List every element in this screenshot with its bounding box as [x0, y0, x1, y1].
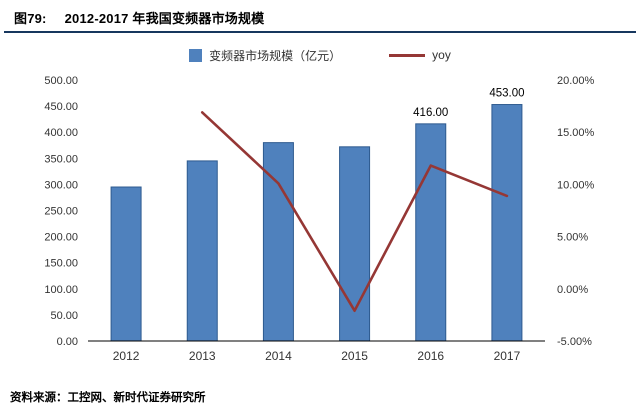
bar-value-label-2016: 416.00: [413, 107, 448, 119]
left-axis-tick-label: 300.00: [44, 179, 78, 191]
legend-line-label: yoy: [432, 48, 451, 62]
left-axis-tick-label: 350.00: [44, 153, 78, 165]
x-axis-tick-label-2015: 2015: [341, 349, 368, 363]
chart-legend: 变频器市场规模（亿元） yoy: [0, 47, 640, 63]
figure-number: 图79:: [14, 11, 47, 26]
source-note: 资料来源：工控网、新时代证券研究所: [10, 392, 206, 404]
legend-item-bars: 变频器市场规模（亿元）: [189, 47, 341, 64]
x-axis-tick-label-2012: 2012: [113, 349, 140, 363]
left-axis-tick-label: 150.00: [44, 258, 78, 270]
x-axis-tick-label-2016: 2016: [417, 349, 444, 363]
bar-2016: [415, 123, 447, 342]
left-axis-tick-label: 200.00: [44, 232, 78, 244]
left-axis-tick-label: 400.00: [44, 127, 78, 139]
right-axis-tick-label: 10.00%: [557, 179, 595, 191]
x-axis-tick-label-2014: 2014: [265, 349, 292, 363]
bar-2017: [491, 104, 523, 342]
bar-2012: [110, 186, 142, 342]
left-axis-tick-label: 450.00: [44, 101, 78, 113]
x-axis-tick-label-2013: 2013: [189, 349, 216, 363]
line-swatch-icon: [389, 53, 426, 57]
bar-swatch-icon: [189, 48, 203, 62]
left-axis-tick-label: 500.00: [44, 75, 78, 87]
bar-2013: [186, 160, 218, 342]
figure-title-row: 图79: 2012-2017 年我国变频器市场规模: [4, 0, 636, 33]
left-axis-tick-label: 250.00: [44, 206, 78, 218]
bar-line-chart: 500.00 450.00 400.00 350.00 300.00 250.00 200.…: [44, 75, 595, 363]
x-axis-tick-label-2017: 2017: [494, 349, 521, 363]
legend-item-yoy: yoy: [389, 48, 451, 62]
left-axis-tick-label: 50.00: [50, 310, 78, 322]
right-axis-tick-label: 20.00%: [557, 75, 595, 87]
page-title: 2012-2017 年我国变频器市场规模: [64, 11, 265, 26]
right-axis-tick-label: 15.00%: [557, 127, 595, 139]
legend-bar-label: 变频器市场规模（亿元）: [209, 48, 342, 63]
left-axis-tick-label: 0.00: [57, 336, 78, 348]
left-axis-tick-label: 100.00: [44, 284, 78, 296]
bar-value-label-2017: 453.00: [489, 88, 524, 100]
right-axis-tick-label: -5.00%: [557, 336, 592, 348]
yoy-line: [200, 111, 509, 312]
right-axis-tick-label: 0.00%: [557, 284, 588, 296]
right-axis-tick-label: 5.00%: [557, 232, 588, 244]
